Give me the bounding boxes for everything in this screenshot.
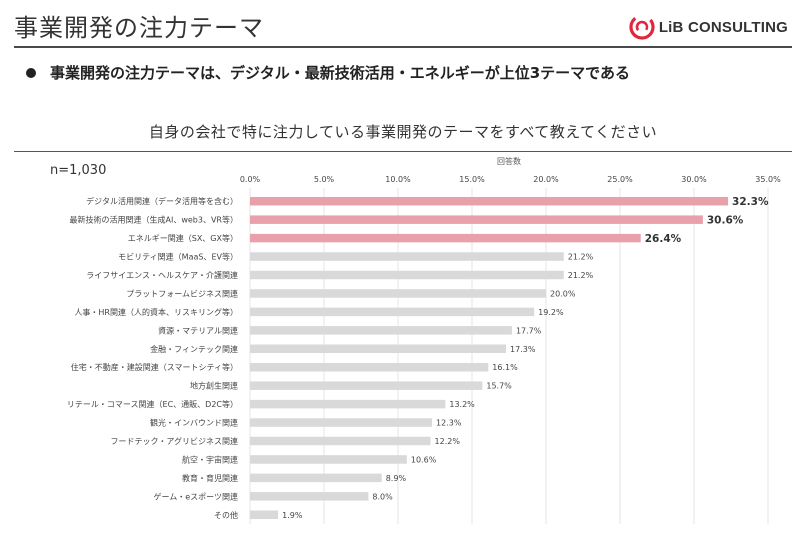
category-label: 資源・マテリアル関連 <box>158 325 238 335</box>
x-tick-label: 5.0% <box>314 175 335 184</box>
value-label: 16.1% <box>492 363 518 372</box>
bar <box>250 473 382 483</box>
bar <box>250 270 564 280</box>
value-label: 12.2% <box>435 437 461 446</box>
value-label: 20.0% <box>550 289 576 298</box>
value-label: 17.3% <box>510 345 536 354</box>
bar <box>250 381 483 390</box>
bar <box>250 436 431 446</box>
category-label: フードテック・アグリビジネス関連 <box>111 436 238 446</box>
category-label: 最新技術の活用関連（生成AI、web3、VR等） <box>70 215 239 225</box>
value-label: 1.9% <box>282 511 303 520</box>
category-label: その他 <box>214 510 238 520</box>
value-label: 15.7% <box>486 382 512 391</box>
category-label: 教育・育児関連 <box>182 473 238 483</box>
chart-divider <box>14 151 792 152</box>
title-divider <box>14 46 792 48</box>
x-tick-label: 20.0% <box>533 175 559 184</box>
logo-text: LiB CONSULTING <box>658 18 788 36</box>
x-tick-label: 30.0% <box>681 175 707 184</box>
bar <box>250 233 641 243</box>
category-label: ライフサイエンス・ヘルスケア・介護関連 <box>86 270 238 280</box>
value-label: 17.7% <box>516 326 542 335</box>
value-label: 21.2% <box>568 253 594 262</box>
bar <box>250 362 489 372</box>
value-label: 10.6% <box>411 455 437 464</box>
category-label: プラットフォームビジネス関連 <box>126 288 238 298</box>
page-title: 事業開発の注力テーマ <box>14 14 264 42</box>
bar <box>250 455 407 464</box>
company-logo: LiB CONSULTING <box>629 14 788 40</box>
value-label: 8.9% <box>386 474 407 483</box>
category-label: 地方創生関連 <box>190 381 238 391</box>
value-label: 30.6% <box>707 215 744 227</box>
lib-consulting-logo-icon <box>629 14 655 40</box>
category-label: リテール・コマース関連（EC、通販、D2C等） <box>67 399 238 409</box>
bar <box>250 510 279 520</box>
value-label: 13.2% <box>449 400 475 409</box>
category-label: ゲーム・eスポーツ関連 <box>153 491 238 501</box>
summary-bullet: 事業開発の注力テーマは、デジタル・最新技術活用・エネルギーが上位3テーマである <box>26 62 630 83</box>
bar <box>250 289 546 298</box>
x-tick-label: 15.0% <box>459 175 485 184</box>
bar <box>250 307 535 317</box>
bar <box>250 326 512 335</box>
category-label: エネルギー関連（SX、GX等） <box>128 233 238 243</box>
summary-text: 事業開発の注力テーマは、デジタル・最新技術活用・エネルギーが上位3テーマである <box>50 64 630 82</box>
x-tick-label: 0.0% <box>240 175 261 184</box>
category-label: デジタル活用関連（データ活用等を含む） <box>86 196 238 206</box>
x-tick-label: 35.0% <box>755 175 781 184</box>
x-tick-label: 25.0% <box>607 175 633 184</box>
bar <box>250 196 729 206</box>
value-label: 19.2% <box>538 308 564 317</box>
value-label: 26.4% <box>645 233 682 245</box>
bar <box>250 492 369 501</box>
value-label: 21.2% <box>568 271 594 280</box>
bar <box>250 252 564 261</box>
bar <box>250 418 433 427</box>
category-label: モビリティ関連（MaaS、EV等） <box>118 252 238 262</box>
value-label: 8.0% <box>372 492 393 501</box>
bar <box>250 399 446 409</box>
x-tick-label: 10.0% <box>385 175 411 184</box>
category-label: 人事・HR関連（人的資本、リスキリング等） <box>74 307 238 317</box>
category-label: 観光・インバウンド関連 <box>150 418 238 428</box>
value-label: 12.3% <box>436 419 462 428</box>
category-label: 航空・宇宙関連 <box>182 454 238 464</box>
sample-size-label: n=1,030 <box>50 163 107 178</box>
bar <box>250 344 507 354</box>
category-label: 住宅・不動産・建設関連（スマートシティ等） <box>71 362 238 372</box>
bullet-dot-icon <box>26 67 36 78</box>
x-axis-title: 回答数 <box>497 156 521 166</box>
survey-question: 自身の会社で特に注力している事業開発のテーマをすべて教えてください <box>148 123 658 141</box>
bar <box>250 215 703 224</box>
value-label: 32.3% <box>732 196 769 208</box>
category-label: 金融・フィンテック関連 <box>150 344 238 354</box>
